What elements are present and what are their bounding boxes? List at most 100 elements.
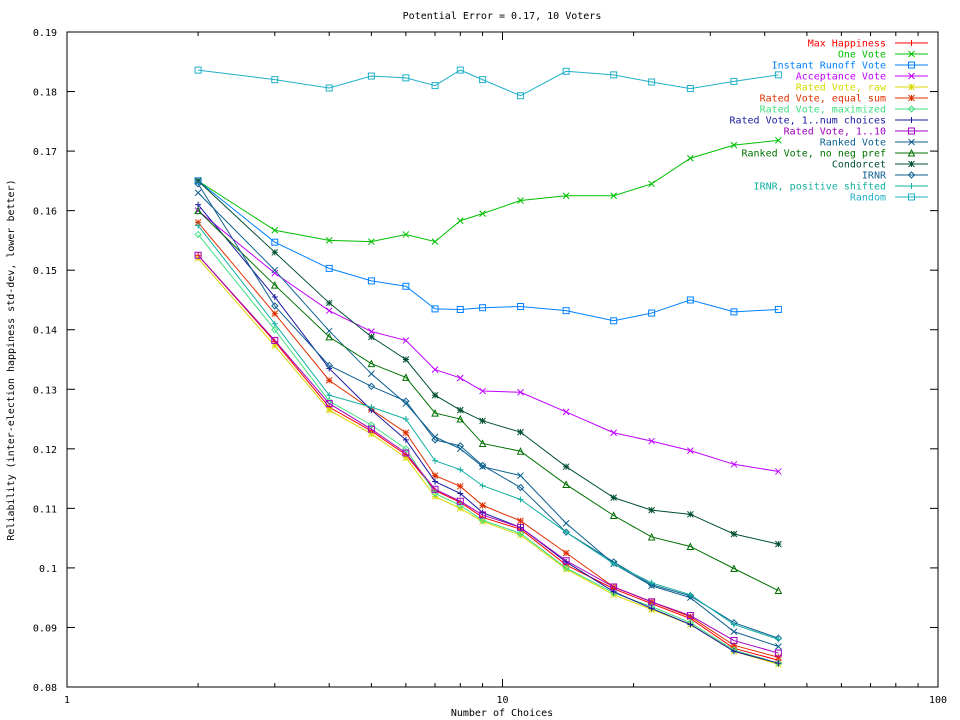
legend-entry-rated-vote-1-num-choices: Rated Vote, 1..num choices xyxy=(729,116,928,127)
data-point xyxy=(368,238,375,245)
data-point xyxy=(194,206,202,215)
data-point xyxy=(271,326,279,334)
data-point xyxy=(326,392,333,399)
data-point xyxy=(402,74,410,82)
data-point xyxy=(431,436,439,444)
data-point xyxy=(517,92,525,100)
data-point xyxy=(431,238,439,245)
legend-entry-ranked-vote: Ranked Vote xyxy=(820,138,928,149)
data-point xyxy=(687,510,694,518)
data-point xyxy=(271,302,279,310)
series-one-vote xyxy=(194,137,782,245)
data-point xyxy=(271,226,279,234)
data-point xyxy=(431,305,439,313)
data-point xyxy=(908,61,915,69)
series-condorcet xyxy=(194,177,782,548)
y-tick-label: 0.08 xyxy=(33,683,57,694)
data-point xyxy=(687,621,694,628)
data-point xyxy=(730,77,738,85)
legend-entry-rated-vote-equal-sum: Rated Vote, equal sum xyxy=(760,94,928,105)
data-point xyxy=(562,408,570,416)
data-point xyxy=(774,305,782,313)
legend-label: IRNR, positive shifted xyxy=(754,182,886,193)
data-point xyxy=(479,502,486,509)
data-point xyxy=(194,180,202,188)
data-point xyxy=(648,78,656,86)
y-tick-label: 0.15 xyxy=(33,266,57,277)
data-point xyxy=(687,154,694,162)
data-point xyxy=(686,85,694,93)
data-point xyxy=(456,217,464,225)
data-point xyxy=(774,586,783,595)
series-line xyxy=(197,183,779,639)
data-point xyxy=(562,519,570,527)
data-point xyxy=(775,653,782,661)
data-point xyxy=(775,468,782,475)
legend-label: Rated Vote, raw xyxy=(796,83,887,94)
data-point xyxy=(431,391,439,399)
data-point xyxy=(194,230,202,239)
data-point xyxy=(908,94,915,102)
data-point xyxy=(610,583,618,591)
series-layer xyxy=(194,66,783,668)
data-point xyxy=(648,180,655,188)
data-point xyxy=(562,307,570,315)
data-point xyxy=(478,439,487,447)
legend-label: Rated Vote, 1..10 xyxy=(784,127,886,138)
legend-entry-irnr: IRNR xyxy=(862,171,928,182)
legend-entry-rated-vote-raw: Rated Vote, raw xyxy=(796,83,928,94)
data-point xyxy=(775,137,782,144)
data-point xyxy=(402,429,410,437)
data-point xyxy=(908,83,915,91)
data-point xyxy=(730,621,737,628)
data-point xyxy=(479,417,486,425)
data-point xyxy=(562,480,570,489)
series-line xyxy=(197,180,779,545)
data-point xyxy=(562,549,570,557)
series-irnr-positive-shifted xyxy=(195,222,782,643)
data-point xyxy=(478,461,487,470)
legend-entry-max-happiness: Max Happiness xyxy=(808,39,928,50)
data-point xyxy=(270,280,279,289)
data-point xyxy=(517,303,525,311)
data-point xyxy=(325,361,333,370)
data-point xyxy=(456,305,464,313)
data-point xyxy=(647,532,656,541)
series-line xyxy=(197,257,779,665)
series-ranked-vote xyxy=(194,189,782,650)
y-tick-label: 0.14 xyxy=(33,326,57,337)
y-tick-label: 0.12 xyxy=(33,445,57,456)
data-point xyxy=(686,542,695,550)
data-point xyxy=(730,637,738,645)
legend-entry-instant-runoff-vote: Instant Runoff Vote xyxy=(772,61,928,72)
data-point xyxy=(456,442,465,450)
y-axis-label: Reliability (inter-election happiness st… xyxy=(6,179,17,540)
legend-label: Acceptance Vote xyxy=(796,72,886,83)
data-point xyxy=(367,277,375,285)
data-point xyxy=(648,437,655,445)
data-point xyxy=(368,370,375,378)
legend-label: Rated Vote, maximized xyxy=(760,105,886,116)
data-point xyxy=(271,266,279,274)
series-rated-vote-raw xyxy=(194,254,782,668)
data-point xyxy=(325,406,333,414)
data-point xyxy=(431,408,439,417)
data-point xyxy=(195,222,202,229)
data-point xyxy=(402,356,410,363)
data-point xyxy=(456,497,464,505)
data-point xyxy=(402,231,410,238)
x-tick-label: 1 xyxy=(64,695,70,706)
data-point xyxy=(479,304,487,312)
data-point xyxy=(457,490,464,497)
data-point xyxy=(562,463,570,471)
data-point xyxy=(271,336,279,344)
data-point xyxy=(194,66,202,74)
series-line xyxy=(197,222,779,658)
data-point xyxy=(907,171,916,179)
legend-label: Ranked Vote xyxy=(820,138,886,149)
data-point xyxy=(479,76,487,84)
legend-entry-random: Random xyxy=(850,193,928,204)
legend-label: Ranked Vote, no neg pref xyxy=(742,149,887,160)
data-point xyxy=(516,447,525,455)
